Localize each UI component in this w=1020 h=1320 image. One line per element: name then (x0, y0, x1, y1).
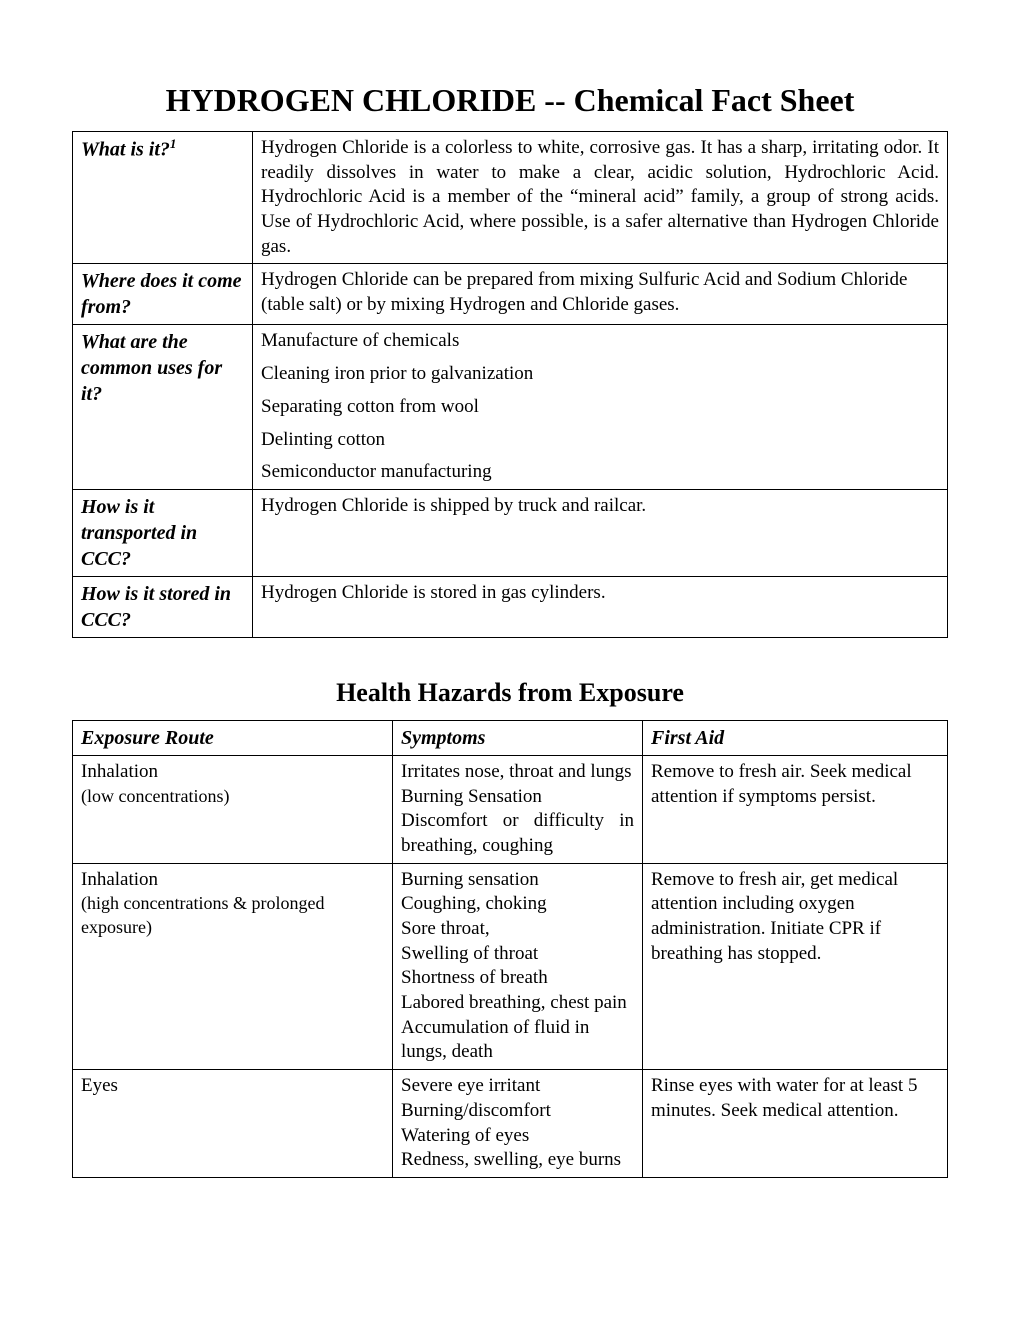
hazard-row: Inhalation(low concentrations)Irritates … (73, 755, 948, 863)
hazard-row: Inhalation(high concentrations & prolong… (73, 863, 948, 1070)
hazard-route-main: Eyes (81, 1074, 384, 1099)
hazard-table-body: Inhalation(low concentrations)Irritates … (73, 755, 948, 1177)
hazard-col-symptoms: Symptoms (393, 720, 643, 755)
hazards-title: Health Hazards from Exposure (72, 678, 948, 708)
symptom-item: Labored breathing, chest pain (401, 991, 634, 1016)
symptom-item: Coughing, choking (401, 892, 634, 917)
list-item: Delinting cotton (261, 428, 939, 453)
fact-row: What is it?1Hydrogen Chloride is a color… (73, 132, 948, 264)
symptom-item: Watering of eyes (401, 1124, 634, 1149)
hazard-header-row: Exposure Route Symptoms First Aid (73, 720, 948, 755)
hazard-route-sub: (high concentrations & prolonged exposur… (81, 892, 384, 939)
fact-row: How is it transported in CCC?Hydrogen Ch… (73, 489, 948, 576)
hazard-route: Eyes (73, 1070, 393, 1178)
hazard-route-main: Inhalation (81, 760, 384, 785)
hazard-route: Inhalation(low concentrations) (73, 755, 393, 863)
page-title: HYDROGEN CHLORIDE -- Chemical Fact Sheet (72, 82, 948, 119)
symptom-item: Burning sensation (401, 868, 634, 893)
hazard-firstaid: Remove to fresh air, get medical attenti… (643, 863, 948, 1070)
hazard-route-main: Inhalation (81, 868, 384, 893)
symptom-item: Severe eye irritant (401, 1074, 634, 1099)
fact-table-body: What is it?1Hydrogen Chloride is a color… (73, 132, 948, 638)
uses-list: Manufacture of chemicals Cleaning iron pr… (261, 329, 939, 484)
hazard-symptoms: Burning sensationCoughing, chokingSore t… (393, 863, 643, 1070)
hazard-symptoms: Severe eye irritantBurning/discomfortWat… (393, 1070, 643, 1178)
hazard-row: Eyes Severe eye irritantBurning/discomfor… (73, 1070, 948, 1178)
fact-row: Where does it come from?Hydrogen Chlorid… (73, 264, 948, 325)
fact-content: Hydrogen Chloride is stored in gas cylin… (253, 576, 948, 637)
fact-content: Hydrogen Chloride is shipped by truck an… (253, 489, 948, 576)
symptom-item: Burning Sensation (401, 785, 634, 810)
fact-row: What are the common uses for it?Manufact… (73, 325, 948, 489)
hazard-symptoms: Irritates nose, throat and lungsBurning … (393, 755, 643, 863)
list-item: Separating cotton from wool (261, 395, 939, 420)
fact-content: Manufacture of chemicals Cleaning iron pr… (253, 325, 948, 489)
list-item: Semiconductor manufacturing (261, 460, 939, 485)
hazard-col-firstaid: First Aid (643, 720, 948, 755)
fact-label: What is it?1 (73, 132, 253, 264)
symptom-item: Redness, swelling, eye burns (401, 1148, 634, 1173)
symptom-item: Accumulation of fluid in lungs, death (401, 1016, 634, 1065)
hazard-route: Inhalation(high concentrations & prolong… (73, 863, 393, 1070)
hazard-firstaid: Rinse eyes with water for at least 5 min… (643, 1070, 948, 1178)
hazard-col-route: Exposure Route (73, 720, 393, 755)
fact-row: How is it stored in CCC?Hydrogen Chlorid… (73, 576, 948, 637)
symptom-item: Sore throat, (401, 917, 634, 942)
fact-label: Where does it come from? (73, 264, 253, 325)
fact-content: Hydrogen Chloride can be prepared from m… (253, 264, 948, 325)
fact-label: How is it stored in CCC? (73, 576, 253, 637)
list-item: Manufacture of chemicals (261, 329, 939, 354)
hazard-firstaid: Remove to fresh air. Seek medical attent… (643, 755, 948, 863)
fact-content: Hydrogen Chloride is a colorless to whit… (253, 132, 948, 264)
symptom-item: Swelling of throat (401, 942, 634, 967)
symptom-item: Irritates nose, throat and lungs (401, 760, 634, 785)
page: HYDROGEN CHLORIDE -- Chemical Fact Sheet… (0, 0, 1020, 1320)
symptom-item: Shortness of breath (401, 966, 634, 991)
symptom-item: Discomfort or difficulty in breathing, c… (401, 809, 634, 858)
list-item: Cleaning iron prior to galvanization (261, 362, 939, 387)
fact-label: How is it transported in CCC? (73, 489, 253, 576)
hazard-route-sub: (low concentrations) (81, 785, 384, 808)
fact-table: What is it?1Hydrogen Chloride is a color… (72, 131, 948, 638)
fact-label: What are the common uses for it? (73, 325, 253, 489)
hazard-table: Exposure Route Symptoms First Aid Inhala… (72, 720, 948, 1178)
symptom-item: Burning/discomfort (401, 1099, 634, 1124)
